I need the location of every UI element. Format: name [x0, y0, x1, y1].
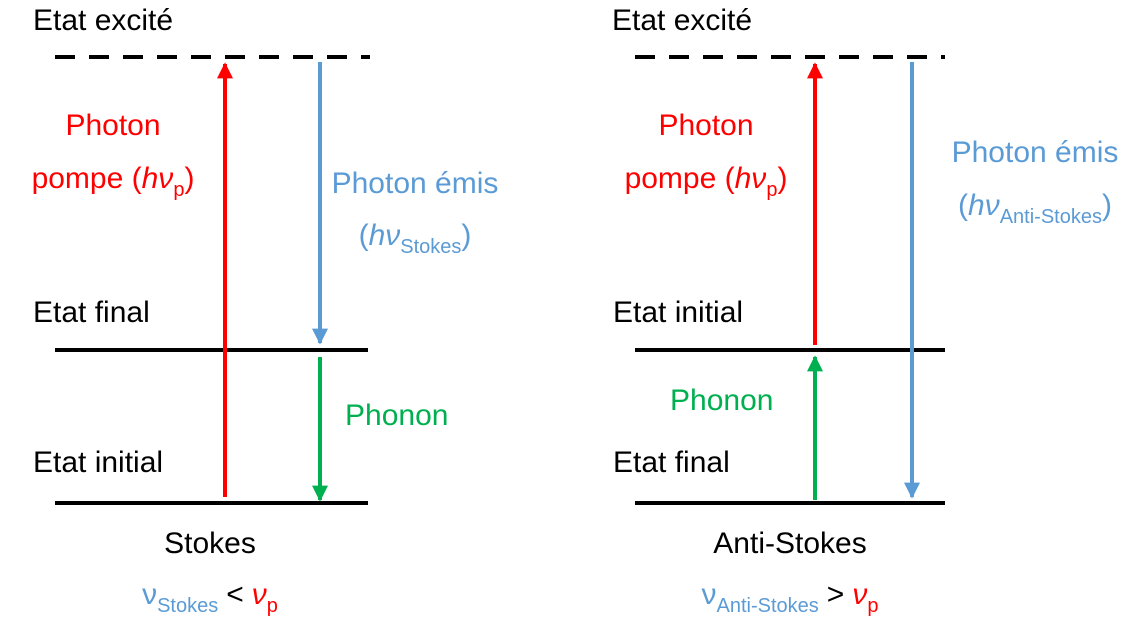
bottom-label: Etat initial [33, 446, 163, 479]
pump-label: pompe (hνp) [32, 162, 195, 201]
text-part: hν [735, 162, 767, 195]
excited-label: Etat excité [33, 4, 173, 37]
excited-label: Etat excité [612, 4, 752, 37]
middle-label: Etat final [33, 296, 150, 329]
arrows-left [217, 62, 328, 502]
middle-label: Etat initial [613, 296, 743, 329]
pump-label: pompe (hνp) [625, 162, 788, 201]
relation: νStokes < νp [142, 578, 278, 617]
text-part: Stokes [400, 236, 461, 258]
text-part: ) [461, 219, 471, 252]
pump-label: Photon [658, 109, 753, 142]
text-part: ) [184, 162, 194, 195]
text-part: ν [702, 578, 717, 611]
text-part: p [766, 179, 777, 201]
text-part: Anti-Stokes [717, 595, 819, 617]
levels-left [55, 55, 370, 505]
text-part: hν [369, 219, 401, 252]
arrows-right [807, 62, 920, 500]
emitted-label: (hνAnti-Stokes) [958, 189, 1112, 228]
text-part: hν [968, 189, 1000, 222]
text-part: < [226, 578, 244, 611]
caption: Anti-Stokes [713, 527, 866, 560]
text-part: > [827, 578, 845, 611]
emitted-label: Photon émis [952, 136, 1119, 169]
text-part: p [867, 595, 878, 617]
pump-label: Photon [65, 109, 160, 142]
text-part: p [173, 179, 184, 201]
emitted-label: (hνStokes) [359, 219, 472, 258]
text-part: ( [359, 219, 369, 252]
text-part: Anti-Stokes [1000, 206, 1102, 228]
text-part: pompe ( [32, 162, 142, 195]
caption: Stokes [164, 527, 256, 560]
text-part: ) [1102, 189, 1112, 222]
text-part: ν [142, 578, 157, 611]
text-part: pompe ( [625, 162, 735, 195]
text-part: hν [142, 162, 174, 195]
relation: νAnti-Stokes > νp [702, 578, 879, 617]
text-part: p [267, 595, 278, 617]
phonon-label: Phonon [670, 384, 773, 417]
text-part: ν [852, 578, 867, 611]
text-part: ν [252, 578, 267, 611]
text-part: ( [958, 189, 968, 222]
levels-right [635, 55, 945, 505]
bottom-label: Etat final [613, 446, 730, 479]
text-part: ) [777, 162, 787, 195]
emitted-label: Photon émis [332, 167, 499, 200]
phonon-label: Phonon [345, 399, 448, 432]
text-part: Stokes [157, 595, 218, 617]
